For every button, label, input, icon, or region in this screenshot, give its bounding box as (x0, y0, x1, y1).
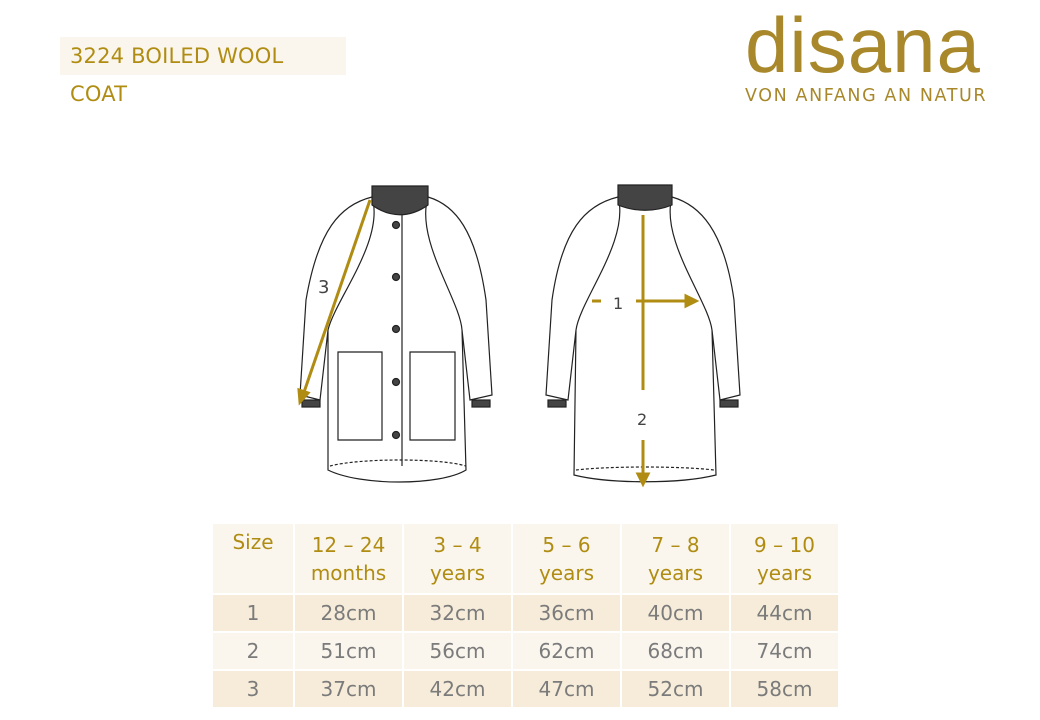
cell: 51cm (295, 633, 402, 669)
cell: 47cm (513, 671, 620, 707)
cell: 62cm (513, 633, 620, 669)
header-size-col: 9 – 10 years (731, 524, 838, 593)
header-size: Size (213, 524, 293, 593)
cell: 58cm (731, 671, 838, 707)
cell: 37cm (295, 671, 402, 707)
table-header-row: Size 12 – 24 months 3 – 4 years 5 – 6 years… (213, 524, 838, 593)
cell: 74cm (731, 633, 838, 669)
cell: 28cm (295, 595, 402, 631)
coat-diagram: 3 1 2 (297, 184, 741, 488)
chest-label: 1 (613, 294, 623, 313)
cell: 2 (213, 633, 293, 669)
header-size-col: 7 – 8 years (622, 524, 729, 593)
cell: 42cm (404, 671, 511, 707)
logo-wordmark: disana (745, 1, 981, 89)
table-row: 3 37cm 42cm 47cm 52cm 58cm (213, 671, 838, 707)
measurement-arrows (297, 199, 700, 488)
cell: 68cm (622, 633, 729, 669)
cell: 1 (213, 595, 293, 631)
brand-logo: disana VON ANFANG AN NATUR (745, 6, 1020, 106)
header-size-col: 12 – 24 months (295, 524, 402, 593)
table-row: 1 28cm 32cm 36cm 40cm 44cm (213, 595, 838, 631)
cell: 36cm (513, 595, 620, 631)
header-size-col: 3 – 4 years (404, 524, 511, 593)
cell: 44cm (731, 595, 838, 631)
length-label: 2 (637, 410, 647, 429)
cell: 56cm (404, 633, 511, 669)
sleeve-label: 3 (318, 277, 329, 298)
cell: 32cm (404, 595, 511, 631)
header-size-col: 5 – 6 years (513, 524, 620, 593)
coat-back (545, 184, 741, 483)
cell: 52cm (622, 671, 729, 707)
table-row: 2 51cm 56cm 62cm 68cm 74cm (213, 633, 838, 669)
cell: 3 (213, 671, 293, 707)
coat-front (299, 185, 493, 483)
size-table: Size 12 – 24 months 3 – 4 years 5 – 6 years… (211, 522, 840, 709)
logo-tagline: VON ANFANG AN NATUR (745, 86, 988, 106)
product-title: 3224 BOILED WOOL COAT (60, 37, 346, 106)
cell: 40cm (622, 595, 729, 631)
